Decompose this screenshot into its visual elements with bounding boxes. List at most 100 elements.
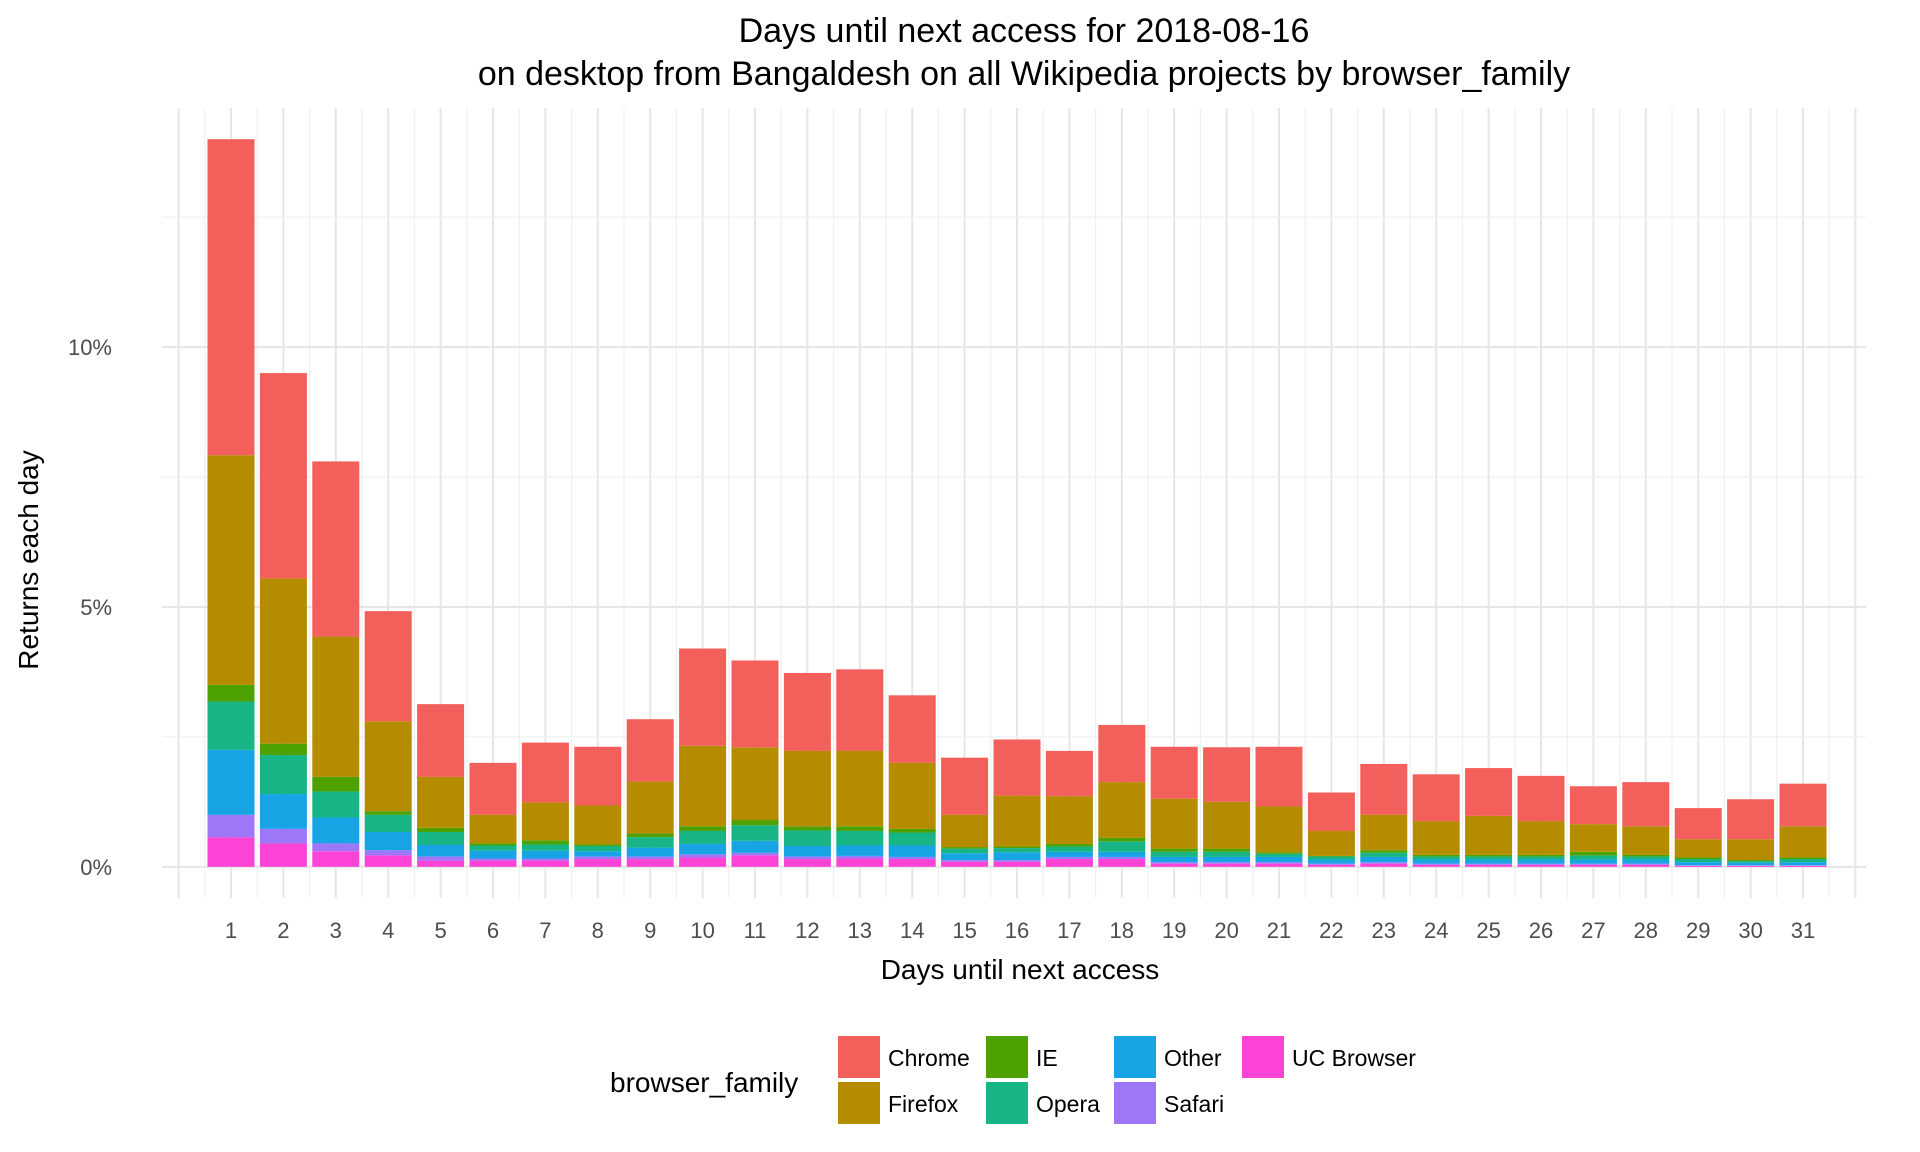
- bar-segment-other: [1360, 856, 1408, 863]
- x-tick-label: 14: [900, 918, 924, 943]
- bar-segment-firefox: [1098, 782, 1146, 838]
- bar-segment-uc-browser: [1727, 865, 1775, 867]
- bar-segment-uc-browser: [207, 837, 255, 867]
- bar-segment-ie: [941, 847, 989, 849]
- bar-segment-firefox: [1203, 801, 1251, 849]
- legend-key: [1114, 1082, 1156, 1124]
- x-tick-label: 10: [690, 918, 714, 943]
- x-tick-label: 18: [1110, 918, 1134, 943]
- bar-segment-safari: [1727, 865, 1775, 866]
- bar-segment-firefox: [1465, 815, 1513, 855]
- bar-segment-ie: [993, 846, 1041, 849]
- bar-segment-opera: [1779, 859, 1827, 863]
- bar-segment-uc-browser: [1465, 864, 1513, 867]
- bar-segment-safari: [1098, 856, 1146, 860]
- bar-segment-uc-browser: [731, 855, 779, 867]
- bar-segment-other: [207, 749, 255, 815]
- bar-segment-other: [1307, 859, 1355, 864]
- bar-segment-firefox: [679, 745, 727, 827]
- bar-segment-safari: [941, 860, 989, 862]
- bar-segment-opera: [1360, 852, 1408, 857]
- x-tick-label: 3: [330, 918, 342, 943]
- bar-segment-other: [1150, 856, 1198, 863]
- bar-segment-other: [1517, 859, 1565, 864]
- x-tick-label: 22: [1319, 918, 1343, 943]
- bar-segment-firefox: [888, 762, 936, 829]
- bar-segment-ie: [1674, 857, 1722, 860]
- bar-segment-opera: [731, 825, 779, 841]
- bar-segment-chrome: [1465, 768, 1513, 816]
- bar-segment-chrome: [574, 746, 622, 806]
- bar-segment-ie: [207, 684, 255, 702]
- bar-segment-firefox: [731, 747, 779, 821]
- bar-segment-firefox: [1779, 826, 1827, 858]
- x-tick-label: 12: [795, 918, 819, 943]
- legend-key: [986, 1036, 1028, 1078]
- bar-segment-firefox: [521, 802, 569, 841]
- bar-segment-firefox: [993, 795, 1041, 847]
- legend-key: [986, 1082, 1028, 1124]
- bar-segment-firefox: [207, 455, 255, 685]
- bar-segment-chrome: [312, 461, 360, 637]
- x-tick-label: 27: [1581, 918, 1605, 943]
- bar-segment-ie: [469, 843, 517, 846]
- bar-segment-uc-browser: [836, 858, 884, 867]
- bar-segment-ie: [364, 811, 412, 815]
- legend-key: [838, 1082, 880, 1124]
- bar-segment-other: [417, 844, 465, 857]
- bar-segment-ie: [1465, 854, 1513, 857]
- bar-segment-uc-browser: [626, 859, 674, 867]
- bar-segment-chrome: [1150, 746, 1198, 799]
- bar-segment-ie: [783, 826, 831, 831]
- bar-segment-other: [312, 817, 360, 844]
- x-tick-label: 8: [592, 918, 604, 943]
- bar-segment-ie: [417, 827, 465, 832]
- bar-segment-ie: [574, 844, 622, 847]
- bar-segment-opera: [574, 846, 622, 852]
- bar-segment-ie: [836, 826, 884, 831]
- bar-segment-firefox: [1045, 796, 1093, 844]
- bar-segment-other: [469, 850, 517, 859]
- bar-segment-opera: [1412, 856, 1460, 860]
- bar-segment-firefox: [1255, 806, 1303, 853]
- legend-key: [1114, 1036, 1156, 1078]
- bar-segment-uc-browser: [1098, 859, 1146, 867]
- bar-segment-other: [626, 847, 674, 857]
- bar-segment-other: [1465, 859, 1513, 864]
- bar-segment-uc-browser: [783, 859, 831, 867]
- bar-segment-uc-browser: [1360, 863, 1408, 867]
- bar-segment-other: [993, 852, 1041, 861]
- bar-segment-firefox: [1307, 830, 1355, 856]
- bar-segment-uc-browser: [1203, 863, 1251, 867]
- bar-segment-ie: [679, 826, 727, 831]
- bar-segment-opera: [941, 848, 989, 854]
- bar-segment-safari: [207, 814, 255, 838]
- bar-segment-firefox: [1674, 839, 1722, 858]
- bar-segment-opera: [207, 701, 255, 750]
- x-axis-ticks: 1 2 3 4 5 6 7 8 9 10 11 12 13 14 15 16 17 18 19 20 21 22 23 24 2…: [225, 918, 1815, 943]
- bar-segment-ie: [1412, 854, 1460, 857]
- bar-segment-opera: [521, 844, 569, 851]
- y-axis-title: Returns each day: [13, 450, 44, 669]
- bar-segment-firefox: [469, 814, 517, 844]
- bar-segment-ie: [1779, 857, 1827, 860]
- bar-segment-safari: [1307, 863, 1355, 865]
- bar-segment-chrome: [1517, 775, 1565, 822]
- chart-title-line2: on desktop from Bangaldesh on all Wikipe…: [478, 55, 1570, 93]
- bar-segment-safari: [312, 843, 360, 852]
- bar-segment-chrome: [1622, 782, 1670, 827]
- bar-segment-ie: [1622, 854, 1670, 857]
- bar-segment-chrome: [836, 669, 884, 751]
- bar-segment-firefox: [312, 636, 360, 777]
- bar-segment-uc-browser: [364, 855, 412, 867]
- bar-segment-chrome: [259, 373, 307, 579]
- bar-segment-firefox: [836, 750, 884, 827]
- bar-segment-ie: [626, 833, 674, 838]
- y-axis-ticks: 0% 5% 10%: [68, 335, 112, 880]
- bar-segment-opera: [1727, 861, 1775, 863]
- bar-segment-other: [574, 851, 622, 857]
- legend-key: [838, 1036, 880, 1078]
- legend-key: [1242, 1036, 1284, 1078]
- bar-segment-opera: [1098, 841, 1146, 852]
